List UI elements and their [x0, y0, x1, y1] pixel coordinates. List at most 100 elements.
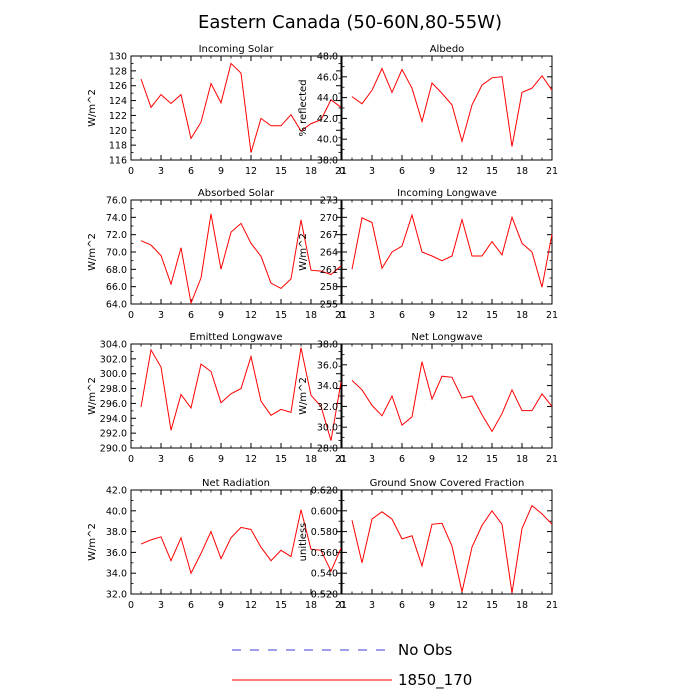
x-tick-label: 18 — [516, 454, 528, 465]
panel-6: Net Radiation 0 3 6 9 12 15 18 21 32.0 34.0 36.0 38.… — [87, 478, 347, 611]
x-tick-label: 9 — [218, 166, 224, 177]
x-tick-label: 9 — [218, 454, 224, 465]
series-line — [140, 347, 342, 441]
x-tick-label: 6 — [399, 600, 405, 611]
y-tick-label: 40.0 — [317, 135, 338, 146]
x-tick-label: 15 — [486, 600, 498, 611]
x-tick-label: 15 — [275, 310, 287, 321]
y-tick-label: 296.0 — [100, 399, 127, 410]
y-tick-label: 66.0 — [106, 282, 127, 293]
y-tick-label: 130 — [109, 52, 127, 63]
x-tick-label: 15 — [275, 600, 287, 611]
x-tick-label: 6 — [399, 166, 405, 177]
legend: No Obs 1850_170 — [232, 641, 472, 690]
y-tick-label: 264 — [320, 248, 338, 259]
x-tick-label: 12 — [245, 166, 257, 177]
x-tick-label: 3 — [158, 310, 164, 321]
y-tick-label: 258 — [320, 282, 338, 293]
y-tick-label: 36.0 — [317, 360, 338, 371]
x-tick-label: 0 — [339, 600, 345, 611]
x-tick-label: 0 — [339, 166, 345, 177]
x-tick-label: 12 — [456, 310, 468, 321]
legend-label: 1850_170 — [398, 671, 472, 690]
x-tick-label: 18 — [516, 166, 528, 177]
x-tick-label: 0 — [128, 166, 134, 177]
y-tick-label: 68.0 — [106, 265, 127, 276]
panel-title: Net Radiation — [202, 478, 270, 489]
y-tick-label: 48.0 — [317, 52, 338, 63]
x-tick-label: 6 — [399, 310, 405, 321]
y-tick-label: 0.520 — [311, 590, 338, 601]
y-tick-label: 72.0 — [106, 230, 127, 241]
y-axis-label: W/m^2 — [298, 377, 309, 415]
y-tick-label: 70.0 — [106, 248, 127, 259]
series-line — [140, 62, 342, 153]
panel-title: Ground Snow Covered Fraction — [370, 478, 525, 489]
x-tick-label: 12 — [456, 600, 468, 611]
y-tick-label: 38.0 — [317, 340, 338, 351]
y-tick-label: 292.0 — [100, 429, 127, 440]
x-tick-label: 21 — [335, 166, 347, 177]
y-tick-label: 300.0 — [100, 369, 127, 380]
panel-7: Ground Snow Covered Fraction 0 3 6 9 12 15 18 21… — [298, 478, 558, 611]
y-tick-label: 0.600 — [311, 506, 338, 517]
plot-frame — [341, 489, 553, 595]
plot-frame — [341, 199, 553, 305]
y-tick-label: 34.0 — [106, 569, 127, 580]
y-tick-label: 42.0 — [317, 114, 338, 125]
x-tick-label: 0 — [339, 454, 345, 465]
y-tick-label: 0.580 — [311, 527, 338, 538]
panel-title: Incoming Longwave — [397, 188, 497, 199]
y-axis-label: W/m^2 — [87, 89, 98, 127]
y-tick-label: 122 — [109, 111, 127, 122]
y-tick-label: 32.0 — [106, 590, 127, 601]
x-tick-label: 15 — [275, 454, 287, 465]
y-tick-label: 0.540 — [311, 569, 338, 580]
x-tick-label: 12 — [456, 454, 468, 465]
x-tick-label: 3 — [369, 310, 375, 321]
y-tick-label: 290.0 — [100, 444, 127, 455]
plot-frame — [130, 55, 342, 161]
x-tick-label: 15 — [275, 166, 287, 177]
x-tick-label: 6 — [188, 454, 194, 465]
y-tick-label: 294.0 — [100, 414, 127, 425]
panel-title: Absorbed Solar — [198, 188, 275, 199]
y-axis-label: W/m^2 — [87, 233, 98, 271]
x-tick-label: 0 — [128, 454, 134, 465]
x-tick-label: 18 — [305, 454, 317, 465]
y-axis-label: % reflected — [298, 79, 309, 136]
x-tick-label: 12 — [456, 166, 468, 177]
x-tick-label: 21 — [546, 310, 558, 321]
panel-title: Emitted Longwave — [190, 332, 283, 343]
x-tick-label: 6 — [399, 454, 405, 465]
x-tick-label: 0 — [128, 310, 134, 321]
y-axis-label: W/m^2 — [298, 233, 309, 271]
y-tick-label: 28.0 — [317, 444, 338, 455]
x-tick-label: 15 — [486, 166, 498, 177]
y-tick-label: 42.0 — [106, 486, 127, 497]
y-axis-label: W/m^2 — [87, 377, 98, 415]
y-tick-label: 302.0 — [100, 354, 127, 365]
x-tick-label: 21 — [546, 454, 558, 465]
x-tick-label: 0 — [339, 310, 345, 321]
x-tick-label: 21 — [546, 166, 558, 177]
y-tick-label: 126 — [109, 81, 127, 92]
y-tick-label: 76.0 — [106, 196, 127, 207]
x-tick-label: 6 — [188, 310, 194, 321]
x-tick-label: 9 — [429, 600, 435, 611]
y-tick-label: 120 — [109, 126, 127, 137]
panel-title: Net Longwave — [411, 332, 482, 343]
y-tick-label: 124 — [109, 96, 127, 107]
x-tick-label: 18 — [305, 310, 317, 321]
y-tick-label: 32.0 — [317, 402, 338, 413]
x-tick-label: 0 — [128, 600, 134, 611]
x-tick-label: 21 — [335, 600, 347, 611]
legend-label: No Obs — [398, 641, 452, 659]
y-tick-label: 304.0 — [100, 340, 127, 351]
x-tick-label: 21 — [546, 600, 558, 611]
x-tick-label: 21 — [335, 310, 347, 321]
y-tick-label: 46.0 — [317, 72, 338, 83]
